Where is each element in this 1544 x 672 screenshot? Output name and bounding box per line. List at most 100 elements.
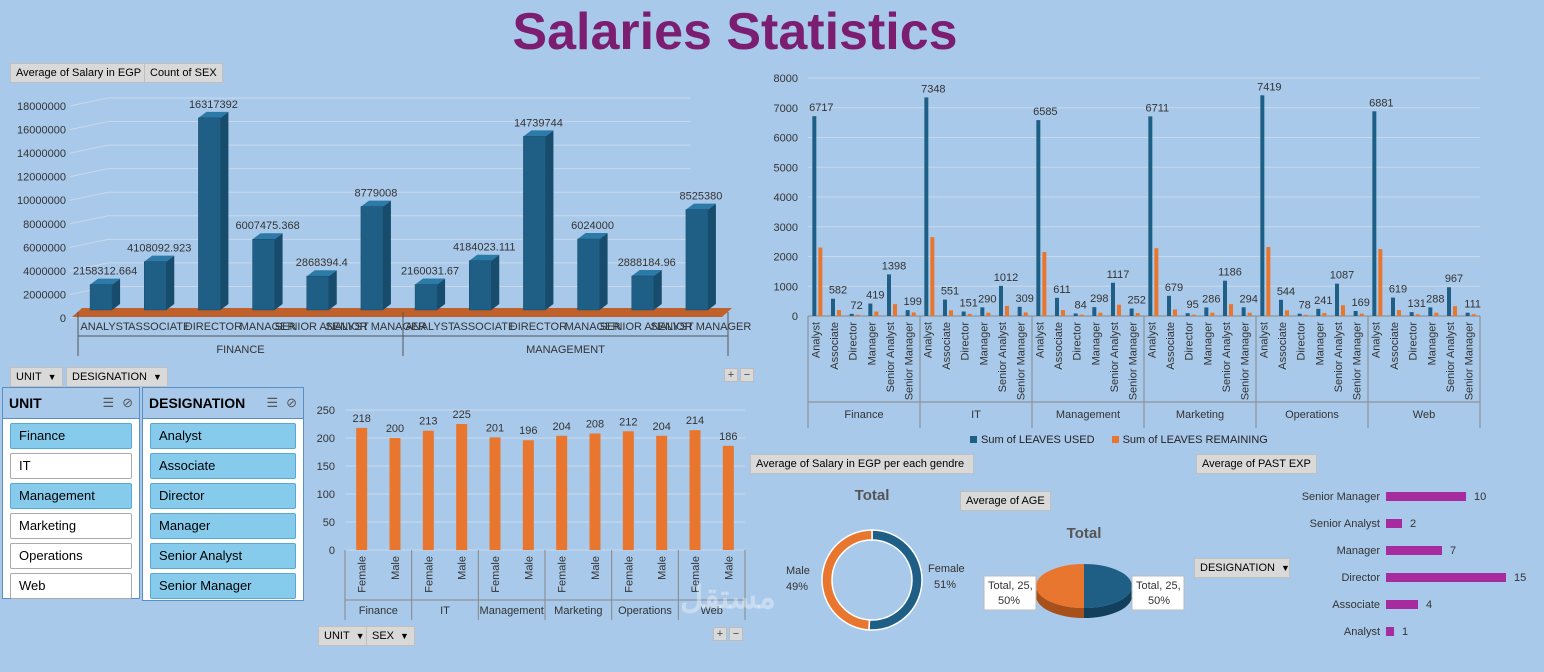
bar-used xyxy=(1036,120,1041,316)
bar-1 xyxy=(1386,519,1402,528)
clear-filter-icon[interactable]: ⊘ xyxy=(122,395,133,410)
data-label: 419 xyxy=(866,290,884,302)
x-tick-label: Senior Manager xyxy=(904,322,916,401)
unit-filter-button-2[interactable]: UNIT ▼ xyxy=(318,626,371,646)
x-tick-label: Senior Analyst xyxy=(1109,322,1121,392)
chart5-title: Total xyxy=(1067,525,1102,542)
field-button-salary-gender[interactable]: Average of Salary in EGP per each gendre xyxy=(750,454,974,474)
bar-top xyxy=(469,254,500,261)
y-tick-label: Senior Analyst xyxy=(1310,518,1380,530)
chart1-svg: 0 2000000 4000000 6000000 8000000 10000000 120… xyxy=(17,97,751,356)
data-label: 294 xyxy=(1239,293,1257,305)
slicer-unit-title: UNIT xyxy=(9,395,42,411)
bar-used xyxy=(1279,299,1283,316)
field-button-avg-age[interactable]: Average of AGE xyxy=(960,491,1051,511)
y-tick-label: 3000 xyxy=(774,222,798,234)
slicer-item-senior-manager[interactable]: Senior Manager xyxy=(150,573,296,599)
sex-filter-button[interactable]: SEX ▼ xyxy=(366,626,415,646)
bar-top xyxy=(360,200,391,207)
slicer-item-web[interactable]: Web xyxy=(10,573,132,599)
data-label: 95 xyxy=(1187,299,1199,311)
data-label: 679 xyxy=(1165,282,1183,294)
clear-filter-icon[interactable]: ⊘ xyxy=(286,395,297,410)
multi-select-icon[interactable]: ☰ xyxy=(102,395,115,410)
bar-remaining xyxy=(1415,314,1420,316)
chevron-down-icon: ▼ xyxy=(355,631,365,641)
slicer-item-director[interactable]: Director xyxy=(150,483,296,509)
y-tick-label: 18000000 xyxy=(17,101,66,113)
field-button-past-exp[interactable]: Average of PAST EXP xyxy=(1196,454,1317,474)
slice-label-right-pct: 50% xyxy=(1148,595,1170,607)
field-button-count-sex[interactable]: Count of SEX xyxy=(144,63,223,83)
slicer-item-senior-analyst[interactable]: Senior Analyst xyxy=(150,543,296,569)
designation-filter-button[interactable]: DESIGNATION ▼ xyxy=(66,367,168,387)
x-tick-label: Director xyxy=(1296,322,1308,361)
x-tick-label: MANAGER xyxy=(240,321,296,333)
slicer-item-analyst[interactable]: Analyst xyxy=(150,423,296,449)
bar-remaining xyxy=(874,311,879,316)
data-label: 290 xyxy=(978,293,996,305)
expand-button-2[interactable]: + xyxy=(713,627,727,641)
bar-used xyxy=(849,313,854,316)
group-label: Web xyxy=(700,605,722,617)
x-tick-label: Director xyxy=(1184,322,1196,361)
x-tick-label: ASSOCIATE xyxy=(128,321,190,333)
slice-label-female-pct: 51% xyxy=(934,579,956,591)
x-tick-label: Male xyxy=(457,556,469,580)
chart5-svg: Total Total, 25, 50% Total, 25, 50% xyxy=(983,525,1185,618)
y-tick-label: Manager xyxy=(1337,545,1381,557)
slicer-item-marketing[interactable]: Marketing xyxy=(10,513,132,539)
slicer-item-associate[interactable]: Associate xyxy=(150,453,296,479)
slicer-item-finance[interactable]: Finance xyxy=(10,423,132,449)
chart4-title: Total xyxy=(855,487,890,504)
data-label: 6881 xyxy=(1369,97,1393,109)
bar-remaining xyxy=(1117,304,1121,316)
y-tick-label: 250 xyxy=(317,405,335,417)
x-tick-label: Director xyxy=(1072,322,1084,361)
bar-11 xyxy=(685,209,709,311)
collapse-button[interactable]: − xyxy=(740,368,754,382)
y-tick-label: 2000 xyxy=(774,252,798,264)
slicer-item-operations[interactable]: Operations xyxy=(10,543,132,569)
x-tick-label: Analyst xyxy=(1370,322,1382,358)
data-label: 1012 xyxy=(994,272,1018,284)
bar-used xyxy=(1353,310,1358,316)
y-tick-label: 6000000 xyxy=(23,242,66,254)
slice-label-female: Female xyxy=(928,563,965,575)
bar-top xyxy=(685,203,716,210)
bar-used xyxy=(1241,307,1246,316)
data-label: 196 xyxy=(519,425,537,437)
bar-used xyxy=(905,310,910,316)
bar-used xyxy=(924,97,929,316)
collapse-button-2[interactable]: − xyxy=(729,627,743,641)
slicer-item-manager[interactable]: Manager xyxy=(150,513,296,539)
x-tick-label: Female xyxy=(623,556,635,593)
data-label: 14739744 xyxy=(514,117,563,129)
data-label: 213 xyxy=(419,416,437,428)
unit-filter-button[interactable]: UNIT ▼ xyxy=(10,367,63,387)
expand-button[interactable]: + xyxy=(724,368,738,382)
bar-2 xyxy=(422,430,434,550)
bar-top xyxy=(144,255,175,262)
bar-0 xyxy=(89,284,113,311)
bar-top xyxy=(415,278,446,285)
data-label: 111 xyxy=(1464,299,1481,311)
data-label: 4184023.111 xyxy=(453,242,516,254)
bar-remaining xyxy=(1191,314,1196,316)
x-tick-label: Associate xyxy=(1053,322,1065,370)
multi-select-icon[interactable]: ☰ xyxy=(266,395,279,410)
bar-used xyxy=(1185,313,1190,316)
slicer-item-it[interactable]: IT xyxy=(10,453,132,479)
field-button-avg-salary[interactable]: Average of Salary in EGP xyxy=(10,63,148,83)
bar-remaining xyxy=(1173,309,1177,316)
chart1-floor xyxy=(72,308,732,317)
bar-remaining xyxy=(1378,249,1383,316)
bar-remaining xyxy=(911,312,916,316)
bar-remaining xyxy=(949,310,953,316)
group-label: Finance xyxy=(359,605,398,617)
x-tick-label: Analyst xyxy=(1034,322,1046,358)
slicer-item-management[interactable]: Management xyxy=(10,483,132,509)
designation-filter-button-2[interactable]: DESIGNATION ▼ xyxy=(1194,558,1290,578)
slice-female xyxy=(868,529,923,631)
bar-remaining xyxy=(1359,313,1364,316)
